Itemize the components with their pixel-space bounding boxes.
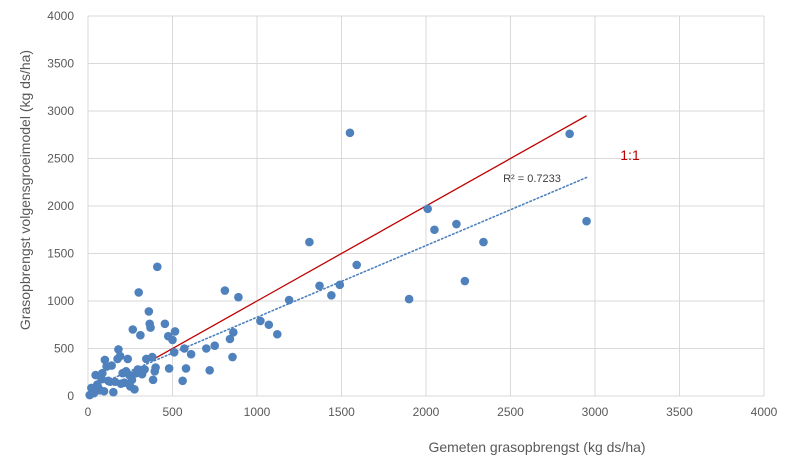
y-tick-label: 2000 — [47, 199, 74, 213]
data-point — [130, 385, 139, 394]
data-point — [225, 334, 235, 344]
data-point — [229, 328, 238, 337]
data-point — [210, 341, 220, 350]
y-tick-label: 0 — [67, 389, 74, 403]
data-point — [100, 355, 110, 365]
data-point — [186, 349, 196, 359]
data-point — [164, 364, 174, 373]
data-point — [327, 291, 336, 300]
data-point — [272, 329, 282, 339]
y-tick-label: 2500 — [47, 152, 74, 166]
data-point — [202, 344, 211, 353]
x-axis-title: Gemeten grasopbrengst (kg ds/ha) — [428, 439, 645, 455]
data-point — [140, 365, 149, 374]
data-point — [315, 281, 324, 291]
data-point — [146, 323, 155, 332]
y-tick-label: 4000 — [47, 9, 74, 23]
x-tick-label: 3000 — [582, 405, 609, 419]
x-tick-label: 0 — [85, 405, 92, 419]
data-point — [107, 361, 116, 370]
data-point — [180, 344, 189, 353]
data-point — [98, 368, 107, 378]
data-point — [460, 276, 470, 286]
x-tick-label: 500 — [162, 405, 182, 419]
data-point — [345, 128, 355, 138]
data-point — [160, 319, 170, 329]
data-point — [430, 225, 439, 235]
data-point — [284, 295, 294, 305]
data-point — [181, 364, 191, 373]
data-point — [423, 204, 432, 214]
data-point — [127, 375, 137, 385]
data-point — [115, 351, 125, 361]
tick-labels: 0 500 1000 1500 2000 2500 3000 3500 4000 0 500 1000… — [47, 9, 777, 419]
data-point — [170, 327, 180, 336]
data-point — [123, 354, 133, 364]
series-lines — [87, 115, 588, 390]
data-point — [134, 288, 143, 297]
data-point — [148, 375, 158, 385]
data-point — [128, 325, 138, 334]
data-point — [147, 352, 157, 362]
data-point — [169, 348, 179, 357]
data-point — [256, 316, 265, 326]
data-point — [99, 386, 109, 396]
data-point — [152, 262, 162, 272]
data-point — [109, 387, 118, 397]
data-point — [178, 376, 187, 386]
trendline-r2-label: R² = 0.7233 — [503, 173, 561, 185]
data-point — [565, 129, 574, 139]
reference-line-1-to-1 — [151, 115, 587, 361]
x-tick-label: 2000 — [413, 405, 440, 419]
data-point — [144, 307, 154, 316]
reference-line-label: 1:1 — [620, 147, 640, 163]
data-point — [264, 320, 274, 330]
data-point — [168, 335, 177, 345]
data-point — [479, 237, 488, 247]
x-tick-label: 1500 — [328, 405, 355, 419]
data-point — [228, 352, 237, 362]
y-tick-label: 1000 — [47, 294, 74, 308]
data-point — [335, 280, 345, 290]
x-tick-label: 3500 — [666, 405, 693, 419]
data-point — [305, 237, 314, 247]
x-tick-label: 1000 — [244, 405, 271, 419]
data-points — [85, 128, 591, 400]
data-point — [114, 345, 123, 354]
y-tick-label: 3500 — [47, 57, 74, 71]
x-tick-label: 4000 — [751, 405, 778, 419]
data-point — [234, 292, 243, 302]
data-point — [136, 330, 145, 340]
y-tick-label: 1500 — [47, 247, 74, 261]
data-point — [151, 363, 160, 372]
data-point — [452, 219, 461, 229]
y-axis-title: Grasopbrengst volgensgroeimodel (kg ds/h… — [17, 50, 33, 330]
data-point — [404, 294, 414, 304]
data-point — [582, 216, 591, 226]
data-point — [205, 366, 214, 375]
y-tick-label: 500 — [54, 342, 74, 356]
y-tick-label: 3000 — [47, 104, 74, 118]
data-point — [220, 286, 230, 295]
x-tick-label: 2500 — [497, 405, 524, 419]
data-point — [352, 260, 362, 270]
